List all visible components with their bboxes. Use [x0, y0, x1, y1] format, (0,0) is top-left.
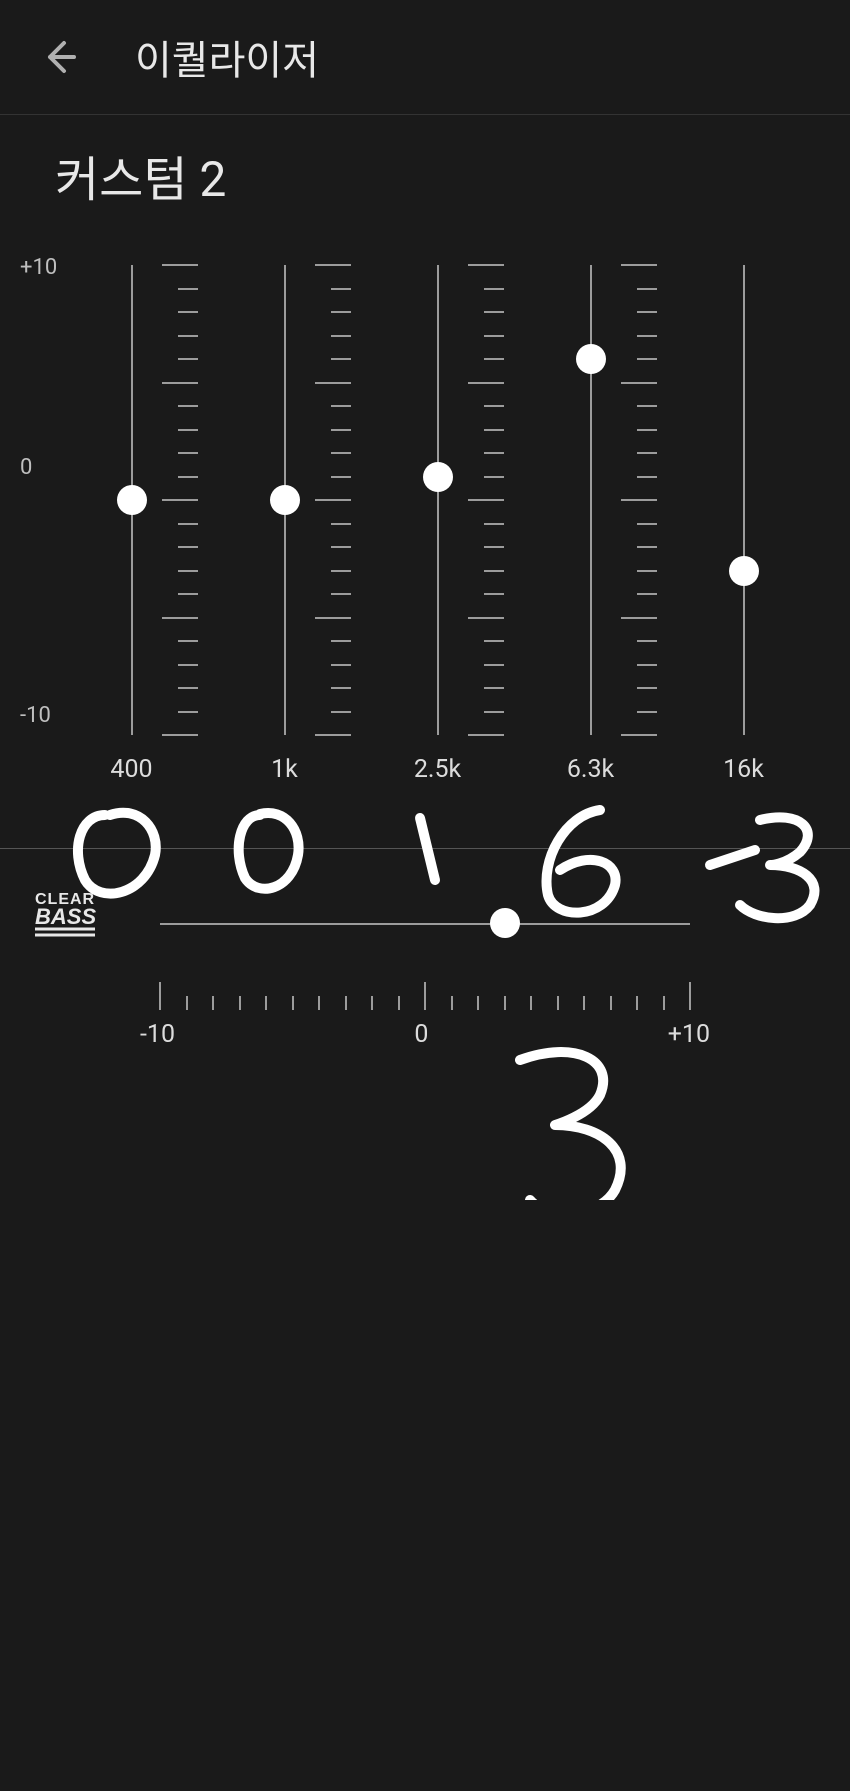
eq-ticks [621, 265, 657, 735]
eq-band-1k[interactable] [208, 265, 361, 735]
eq-knob[interactable] [423, 462, 453, 492]
app-header: 이퀄라이저 [0, 0, 850, 115]
axis-label-max: +10 [20, 255, 57, 280]
bass-text: BASS [35, 904, 96, 929]
section-divider [0, 848, 850, 849]
freq-label-6.3k: 6.3k [514, 755, 667, 784]
eq-knob[interactable] [576, 344, 606, 374]
back-icon[interactable] [40, 37, 80, 77]
bass-track [160, 923, 690, 925]
clear-bass-label: CLEAR BASS [35, 890, 100, 940]
bass-scale-min: -10 [140, 1020, 175, 1049]
eq-knob[interactable] [729, 556, 759, 586]
bass-scale-max: +10 [668, 1020, 710, 1049]
axis-label-mid: 0 [20, 455, 32, 480]
bass-knob[interactable] [490, 908, 520, 938]
eq-band-2.5k[interactable] [361, 265, 514, 735]
page-title: 이퀄라이저 [135, 28, 319, 86]
freq-label-2.5k: 2.5k [361, 755, 514, 784]
eq-track [743, 265, 745, 735]
eq-knob[interactable] [117, 485, 147, 515]
eq-band-16k[interactable] [667, 265, 820, 735]
eq-knob[interactable] [270, 485, 300, 515]
axis-label-min: -10 [20, 703, 51, 728]
equalizer-area: +10 0 -10 4001k2.5k6.3k16k [0, 265, 850, 735]
eq-ticks [468, 265, 504, 735]
eq-track [437, 265, 439, 735]
bass-slider[interactable] [160, 905, 690, 945]
preset-name: 커스텀 2 [0, 115, 850, 210]
bass-tick-marks [160, 965, 690, 1010]
eq-band-6.3k[interactable] [514, 265, 667, 735]
eq-ticks [162, 265, 198, 735]
freq-label-400: 400 [55, 755, 208, 784]
eq-track [590, 265, 592, 735]
eq-band-400[interactable] [55, 265, 208, 735]
bass-scale-mid: 0 [414, 1020, 428, 1049]
freq-label-1k: 1k [208, 755, 361, 784]
clear-bass-area: CLEAR BASS -10 0 +10 [0, 905, 850, 1125]
eq-ticks [315, 265, 351, 735]
freq-label-16k: 16k [667, 755, 820, 784]
